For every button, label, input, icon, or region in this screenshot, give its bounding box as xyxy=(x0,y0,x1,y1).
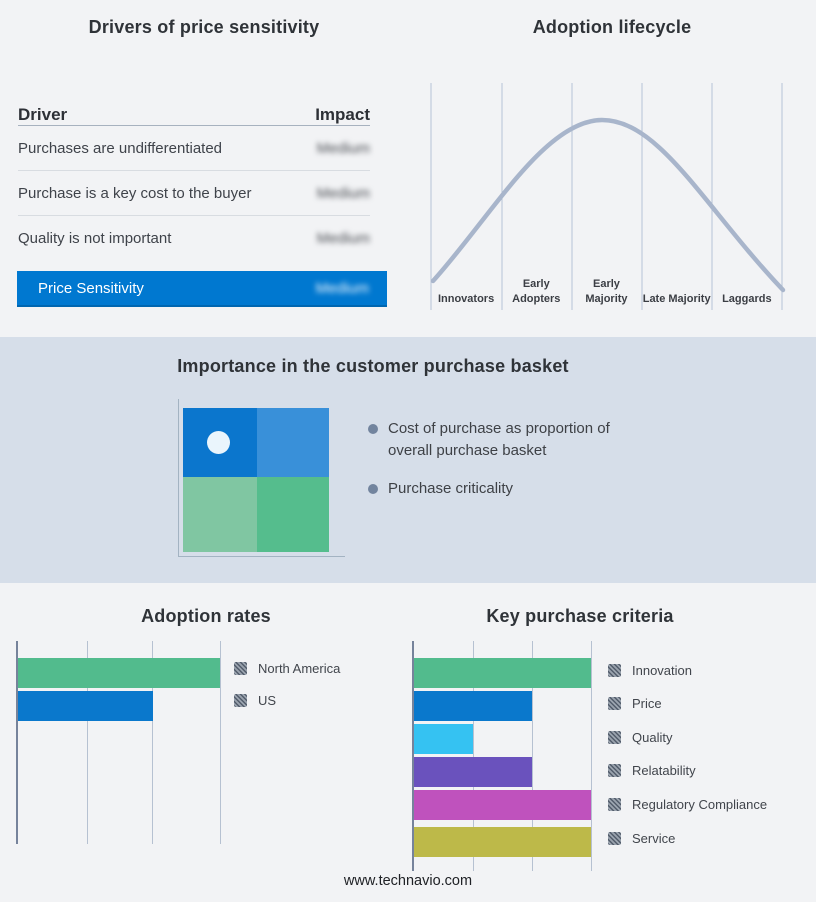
stage-label-late-majority: Late Majority xyxy=(642,292,711,305)
legend-item-us: US xyxy=(234,693,276,708)
adoption-rates-chart: Adoption rates North America US xyxy=(0,583,408,873)
adoption-rates-y-axis xyxy=(16,641,18,844)
quadrant-bottom-right xyxy=(257,477,329,552)
key-purchase-criteria-chart: Key purchase criteria Innovation Price Q… xyxy=(0,583,816,873)
bar-quality xyxy=(414,724,473,754)
bar-service xyxy=(414,827,591,857)
lifecycle-stage-labels: Innovators Early Adopters Early Majority… xyxy=(431,270,782,306)
driver-cell: Purchase is a key cost to the buyer xyxy=(18,184,252,202)
basket-panel: Importance in the customer purchase bask… xyxy=(0,337,816,583)
hatch-swatch-icon xyxy=(608,764,621,777)
driver-cell: Purchases are undifferentiated xyxy=(18,139,223,157)
gridline xyxy=(473,641,474,871)
bar-relatability xyxy=(414,757,532,787)
impact-column-header: Impact xyxy=(315,105,370,124)
key-criteria-y-axis xyxy=(412,641,414,871)
stage-label-early-majority: Early Majority xyxy=(585,278,628,305)
legend-label: Quality xyxy=(632,730,673,745)
legend-item-innovation: Innovation xyxy=(608,663,692,678)
hatch-swatch-icon xyxy=(234,662,247,675)
quadrant-top-right xyxy=(257,408,329,477)
legend-label: North America xyxy=(258,661,341,676)
adoption-rates-title: Adoption rates xyxy=(141,606,271,626)
quadrant-axis-x xyxy=(178,556,345,557)
lifecycle-curve xyxy=(430,117,786,293)
quadrant-position-marker xyxy=(207,431,230,454)
bullet-icon xyxy=(368,484,378,494)
legend-item-relatability: Relatability xyxy=(608,763,696,778)
table-row: Purchases are undifferentiated Medium xyxy=(18,126,370,171)
bar-north-america xyxy=(18,658,220,688)
price-sensitivity-impact: Medium xyxy=(315,279,369,297)
legend-label: Relatability xyxy=(632,763,696,778)
price-sensitivity-highlight-row: Price Sensitivity Medium xyxy=(17,271,387,307)
bullet-text: Purchase criticality xyxy=(388,480,514,497)
lifecycle-panel: Adoption lifecycle Innovators Early Adop… xyxy=(408,0,816,337)
price-sensitivity-label: Price Sensitivity xyxy=(38,279,144,297)
legend-label: US xyxy=(258,693,277,708)
bar-us xyxy=(18,691,153,721)
stage-label-early-adopters: Early Adopters xyxy=(512,278,561,305)
table-row: Quality is not important Medium xyxy=(18,216,370,260)
drivers-panel-title: Drivers of price sensitivity xyxy=(88,17,320,37)
hatch-swatch-icon xyxy=(608,731,621,744)
bar-regulatory-compliance xyxy=(414,790,591,820)
legend-item-north-america: North America xyxy=(234,661,340,676)
lifecycle-panel-title: Adoption lifecycle xyxy=(532,17,692,37)
key-criteria-plot xyxy=(414,641,591,871)
bar-price xyxy=(414,691,532,721)
hatch-swatch-icon xyxy=(608,697,621,710)
drivers-panel: Drivers of price sensitivity Driver Impa… xyxy=(0,0,408,337)
impact-cell: Medium xyxy=(316,184,370,202)
quadrant-bottom-left xyxy=(183,477,257,552)
bar-innovation xyxy=(414,658,591,688)
gridline xyxy=(532,641,533,871)
purchase-basket-quadrant xyxy=(0,337,816,583)
stage-label-laggards: Laggards xyxy=(722,292,772,305)
stage-label-innovators: Innovators xyxy=(437,292,495,305)
hatch-swatch-icon xyxy=(608,832,621,845)
quadrant-axis-y xyxy=(178,399,179,557)
gridline xyxy=(220,641,221,844)
table-row: Purchase is a key cost to the buyer Medi… xyxy=(18,171,370,216)
legend-item-quality: Quality xyxy=(608,730,672,745)
gridline xyxy=(152,641,153,844)
legend-label: Service xyxy=(632,831,676,846)
bullet-cost-of-purchase: Cost of purchase as proportion of overal… xyxy=(368,418,636,462)
drivers-table-header: Driver Impact xyxy=(18,92,370,126)
impact-cell: Medium xyxy=(316,139,370,157)
adoption-rates-plot xyxy=(18,641,220,844)
hatch-swatch-icon xyxy=(608,664,621,677)
key-purchase-criteria-title: Key purchase criteria xyxy=(486,606,674,626)
bullet-purchase-criticality: Purchase criticality xyxy=(368,478,636,500)
legend-item-service: Service xyxy=(608,831,675,846)
legend-label: Regulatory Compliance xyxy=(632,797,768,812)
driver-column-header: Driver xyxy=(18,105,68,124)
legend-item-regulatory-compliance: Regulatory Compliance xyxy=(608,797,767,812)
drivers-table: Driver Impact Purchases are undifferenti… xyxy=(18,92,370,260)
gridline xyxy=(591,641,592,871)
footer: www.technavio.com xyxy=(0,873,816,889)
bullet-icon xyxy=(368,424,378,434)
hatch-swatch-icon xyxy=(234,694,247,707)
footer-link[interactable]: www.technavio.com xyxy=(343,873,473,889)
legend-item-price: Price xyxy=(608,696,662,711)
driver-cell: Quality is not important xyxy=(18,229,172,247)
lifecycle-bell-curve-chart xyxy=(430,83,786,310)
basket-panel-title: Importance in the customer purchase bask… xyxy=(177,356,569,376)
impact-cell: Medium xyxy=(316,229,370,247)
legend-label: Innovation xyxy=(632,663,692,678)
bullet-text: Cost of purchase as proportion of overal… xyxy=(388,420,610,459)
legend-label: Price xyxy=(632,696,662,711)
gridline xyxy=(87,641,88,844)
hatch-swatch-icon xyxy=(608,798,621,811)
